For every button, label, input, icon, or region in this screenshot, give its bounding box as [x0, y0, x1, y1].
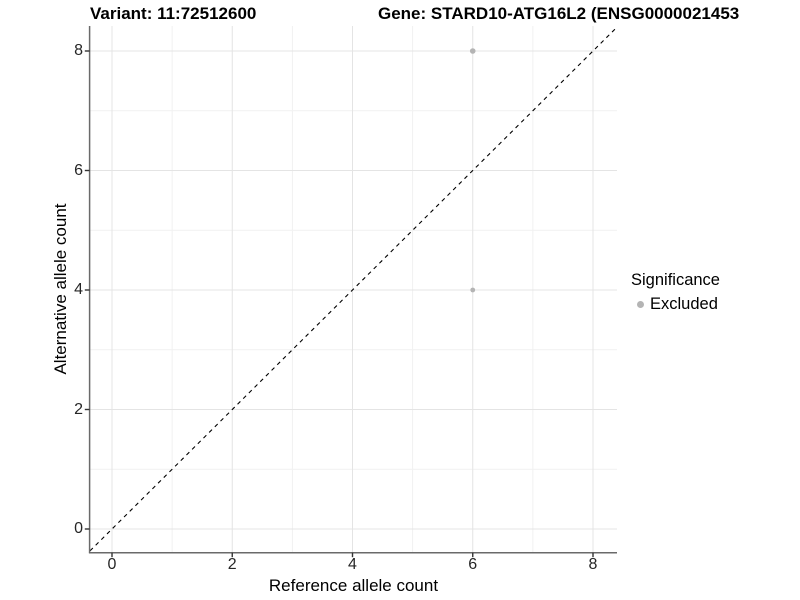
- legend-item-label: Excluded: [650, 295, 718, 313]
- plot-title-gene: Gene: STARD10-ATG16L2 (ENSG0000021453: [378, 4, 740, 23]
- identity-reference-line: [89, 26, 618, 552]
- x-axis-title: Reference allele count: [268, 576, 439, 595]
- data-point: [470, 287, 476, 293]
- x-tick-label: 4: [348, 556, 357, 573]
- data-point: [469, 48, 476, 54]
- x-tick-label: 0: [107, 556, 117, 573]
- legend: Significance Excluded: [631, 271, 720, 314]
- legend-point-swatch-icon: [637, 301, 644, 308]
- plot-title-variant: Variant: 11:72512600: [90, 4, 257, 23]
- y-tick-label: 2: [74, 400, 83, 418]
- y-tick-label: 8: [74, 42, 83, 59]
- x-tick-label: 8: [588, 556, 598, 573]
- legend-title: Significance: [631, 271, 720, 289]
- y-tick-label: 4: [74, 281, 83, 298]
- legend-item-excluded: Excluded: [637, 295, 720, 314]
- x-tick-label: 2: [227, 556, 237, 573]
- y-tick-label: 6: [74, 161, 83, 179]
- y-tick-label: 0: [74, 520, 83, 537]
- x-tick-label: 6: [468, 556, 478, 573]
